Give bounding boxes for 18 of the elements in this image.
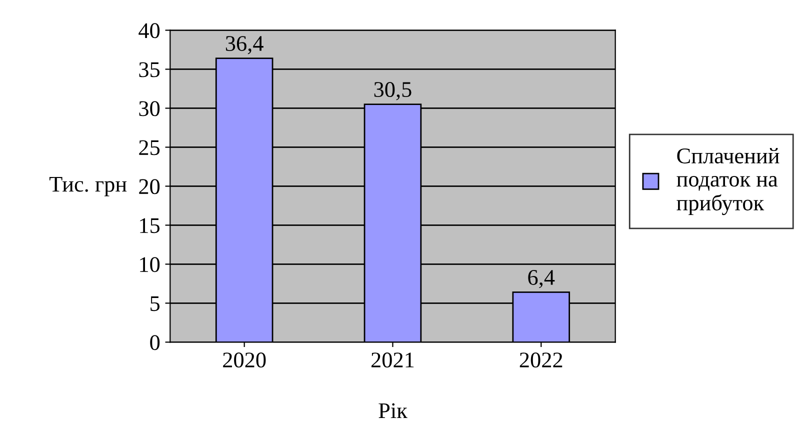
y-tick-label: 0 — [150, 335, 160, 350]
y-tick-label: 5 — [150, 296, 160, 312]
data-label: 30,5 — [374, 82, 412, 100]
y-axis-title: Тис. грн — [49, 176, 127, 196]
y-tick-label: 40 — [138, 23, 160, 38]
y-tick-label: 35 — [139, 62, 160, 78]
legend-label: Сплачений податок на прибуток — [676, 148, 780, 216]
data-label: 6,4 — [528, 270, 555, 288]
x-tick-label: 2021 — [371, 352, 414, 368]
x-tick-label: 2020 — [223, 352, 266, 368]
y-tick-label: 10 — [140, 257, 160, 272]
y-tick-label: 25 — [139, 140, 160, 156]
y-tick-label: 30 — [139, 101, 160, 116]
x-axis-title: Рік — [378, 403, 408, 418]
x-tick-label: 2022 — [520, 352, 562, 368]
y-tick-label: 15 — [140, 218, 160, 234]
data-label: 36,4 — [226, 36, 264, 54]
y-tick-label: 20 — [139, 179, 160, 194]
